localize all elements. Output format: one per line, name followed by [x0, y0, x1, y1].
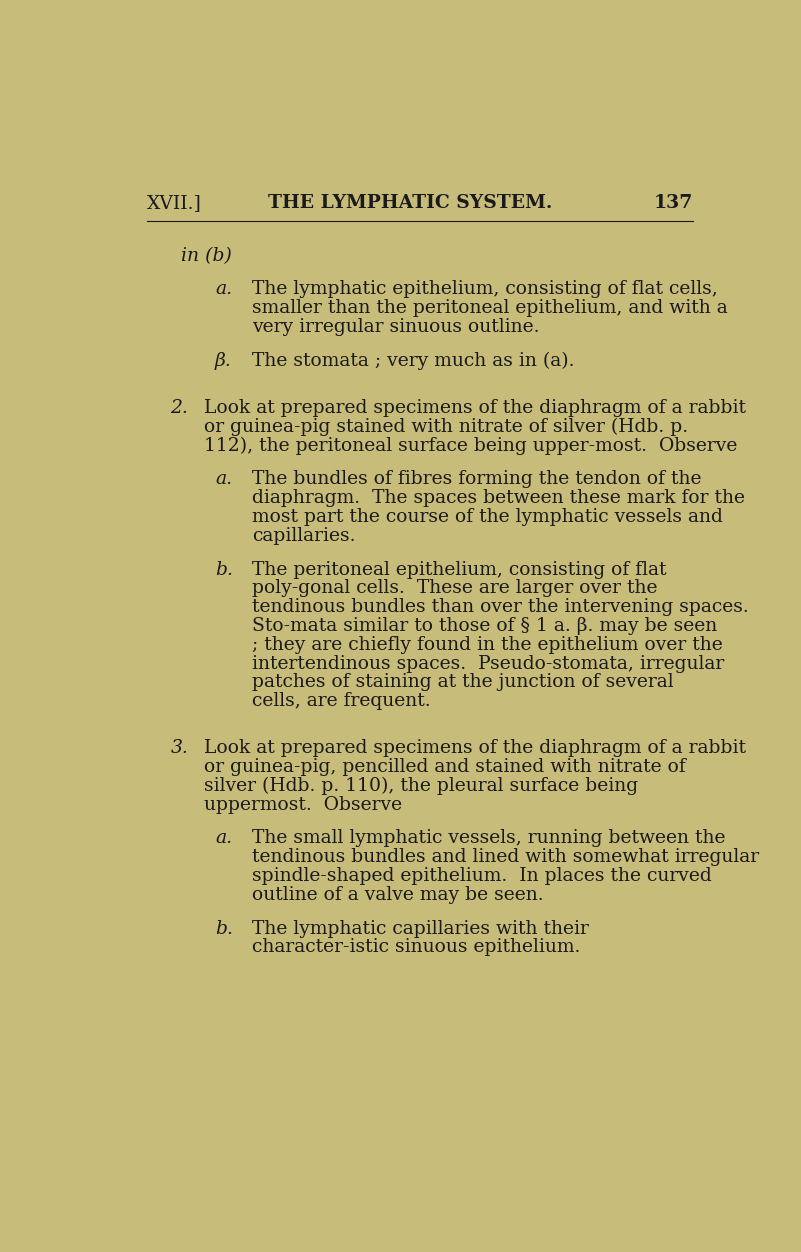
Text: 137: 137: [654, 194, 693, 212]
Text: uppermost.  Observe: uppermost. Observe: [204, 795, 403, 814]
Text: smaller than the peritoneal epithelium, and with a: smaller than the peritoneal epithelium, …: [252, 299, 728, 317]
Text: The lymphatic epithelium, consisting of flat cells,: The lymphatic epithelium, consisting of …: [252, 280, 718, 298]
Text: patches of staining at the junction of several: patches of staining at the junction of s…: [252, 674, 674, 691]
Text: a.: a.: [215, 280, 232, 298]
Text: a.: a.: [215, 471, 232, 488]
Text: XVII.]: XVII.]: [147, 194, 202, 212]
Text: Sto-mata similar to those of § 1 a. β. may be seen: Sto-mata similar to those of § 1 a. β. m…: [252, 617, 718, 635]
Text: 2.: 2.: [171, 399, 188, 417]
Text: most part the course of the lymphatic vessels and: most part the course of the lymphatic ve…: [252, 508, 723, 526]
Text: or guinea-pig stained with nitrate of silver (Hdb. p.: or guinea-pig stained with nitrate of si…: [204, 418, 689, 436]
Text: tendinous bundles and lined with somewhat irregular: tendinous bundles and lined with somewha…: [252, 848, 759, 866]
Text: ; they are chiefly found in the epithelium over the: ; they are chiefly found in the epitheli…: [252, 636, 723, 654]
Text: diaphragm.  The spaces between these mark for the: diaphragm. The spaces between these mark…: [252, 490, 745, 507]
Text: a.: a.: [215, 829, 232, 848]
Text: 3.: 3.: [171, 739, 188, 757]
Text: The lymphatic capillaries with their: The lymphatic capillaries with their: [252, 920, 589, 938]
Text: β.: β.: [215, 352, 231, 369]
Text: tendinous bundles than over the intervening spaces.: tendinous bundles than over the interven…: [252, 598, 749, 616]
Text: silver (Hdb. p. 110), the pleural surface being: silver (Hdb. p. 110), the pleural surfac…: [204, 776, 638, 795]
Text: Look at prepared specimens of the diaphragm of a rabbit: Look at prepared specimens of the diaphr…: [204, 739, 747, 757]
Text: The stomata ; very much as in (a).: The stomata ; very much as in (a).: [252, 352, 574, 371]
Text: in (b): in (b): [181, 247, 231, 264]
Text: The peritoneal epithelium, consisting of flat: The peritoneal epithelium, consisting of…: [252, 561, 666, 578]
Text: b.: b.: [215, 920, 233, 938]
Text: outline of a valve may be seen.: outline of a valve may be seen.: [252, 886, 544, 904]
Text: intertendinous spaces.  Pseudo-stomata, irregular: intertendinous spaces. Pseudo-stomata, i…: [252, 655, 724, 672]
Text: The small lymphatic vessels, running between the: The small lymphatic vessels, running bet…: [252, 829, 726, 848]
Text: very irregular sinuous outline.: very irregular sinuous outline.: [252, 318, 540, 336]
Text: poly-gonal cells.  These are larger over the: poly-gonal cells. These are larger over …: [252, 580, 658, 597]
Text: Look at prepared specimens of the diaphragm of a rabbit: Look at prepared specimens of the diaphr…: [204, 399, 747, 417]
Text: or guinea-pig, pencilled and stained with nitrate of: or guinea-pig, pencilled and stained wit…: [204, 757, 686, 776]
Text: b.: b.: [215, 561, 233, 578]
Text: THE LYMPHATIC SYSTEM.: THE LYMPHATIC SYSTEM.: [268, 194, 553, 212]
Text: character-istic sinuous epithelium.: character-istic sinuous epithelium.: [252, 939, 581, 957]
Text: spindle-shaped epithelium.  In places the curved: spindle-shaped epithelium. In places the…: [252, 866, 712, 885]
Text: capillaries.: capillaries.: [252, 527, 356, 545]
Text: The bundles of fibres forming the tendon of the: The bundles of fibres forming the tendon…: [252, 471, 702, 488]
Text: 112), the peritoneal surface being upper-most.  Observe: 112), the peritoneal surface being upper…: [204, 437, 738, 454]
Text: cells, are frequent.: cells, are frequent.: [252, 692, 431, 710]
